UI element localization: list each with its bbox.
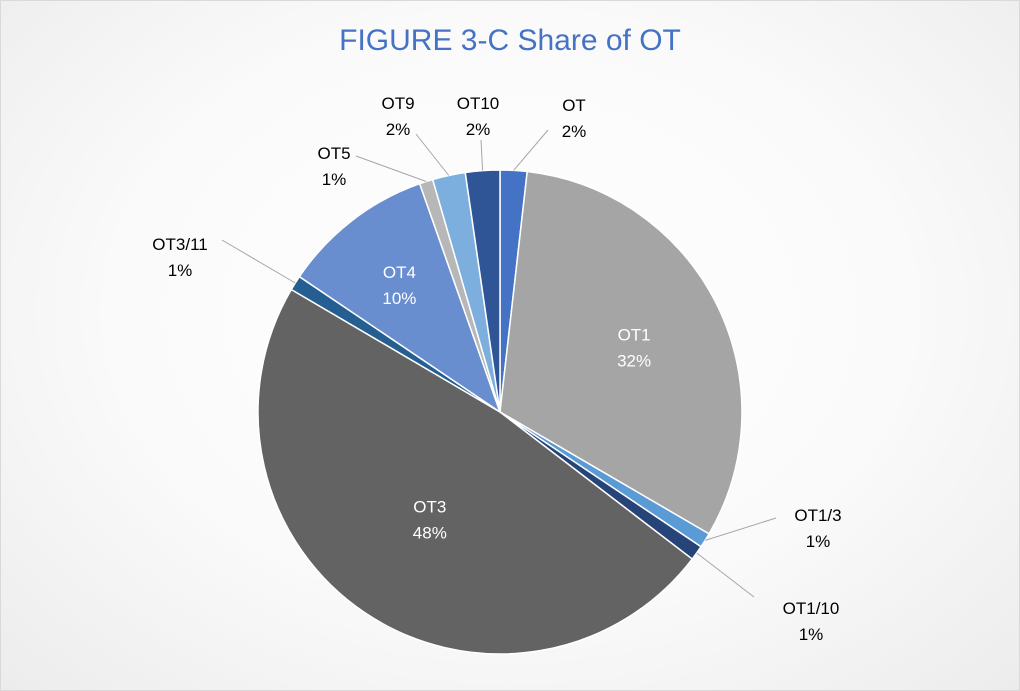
data-label-ot3: OT3 48% xyxy=(413,497,447,542)
data-label-category: OT1 xyxy=(618,326,651,345)
pie-slices xyxy=(257,169,743,655)
leader-line-ot1-10 xyxy=(696,552,755,598)
slice-ot3 xyxy=(257,288,694,655)
data-label-category: OT4 xyxy=(383,263,416,282)
leader-line-ot9 xyxy=(415,133,450,176)
leader-line-ot xyxy=(513,129,549,171)
data-labels: OT 2%OT1 32%OT1/3 1%OT1/10 1%OT3 48%OT3/11 1% O… xyxy=(152,94,841,644)
data-label-ot9: OT9 2% xyxy=(381,94,414,139)
data-label-ot1: OT1 32% xyxy=(617,326,651,371)
data-label-ot5: OT5 1% xyxy=(317,144,350,189)
leader-line-ot10 xyxy=(480,139,484,171)
data-label-category: OT1/3 xyxy=(794,506,841,525)
slice-ot10 xyxy=(464,169,501,413)
data-label-category: OT9 xyxy=(381,94,414,113)
data-label-category: OT1/10 xyxy=(783,599,840,618)
data-label-category: OT xyxy=(562,96,586,115)
data-label-category: OT5 xyxy=(317,144,350,163)
data-label-ot4: OT4 10% xyxy=(382,263,416,308)
data-label-percent: 2% xyxy=(466,120,491,139)
leader-line-ot1-3 xyxy=(705,517,777,541)
data-label-ot1-10: OT1/10 1% xyxy=(783,599,840,644)
data-label-ot1-3: OT1/3 1% xyxy=(794,506,841,551)
leader-line-ot5 xyxy=(355,155,427,182)
chart-title: FIGURE 3-C Share of OT xyxy=(339,24,681,57)
data-label-ot: OT 2% xyxy=(562,96,587,141)
data-label-percent: 1% xyxy=(799,625,824,644)
data-label-percent: 1% xyxy=(806,532,831,551)
leader-line-ot3-11 xyxy=(221,239,296,284)
data-label-ot10: OT10 2% xyxy=(457,94,500,139)
leader-lines xyxy=(221,129,777,598)
data-label-percent: 48% xyxy=(413,523,447,542)
slice-ot4 xyxy=(298,182,502,414)
data-label-percent: 10% xyxy=(382,289,416,308)
data-label-percent: 1% xyxy=(322,170,347,189)
data-label-percent: 2% xyxy=(562,122,587,141)
data-label-percent: 32% xyxy=(617,352,651,371)
data-label-percent: 1% xyxy=(168,261,193,280)
slice-ot1 xyxy=(499,170,743,535)
data-label-category: OT3 xyxy=(413,497,446,516)
data-label-ot3-11: OT3/11 1% xyxy=(152,235,207,280)
data-label-percent: 2% xyxy=(386,120,411,139)
data-label-category: OT10 xyxy=(457,94,500,113)
data-label-category: OT3/11 xyxy=(152,235,207,254)
